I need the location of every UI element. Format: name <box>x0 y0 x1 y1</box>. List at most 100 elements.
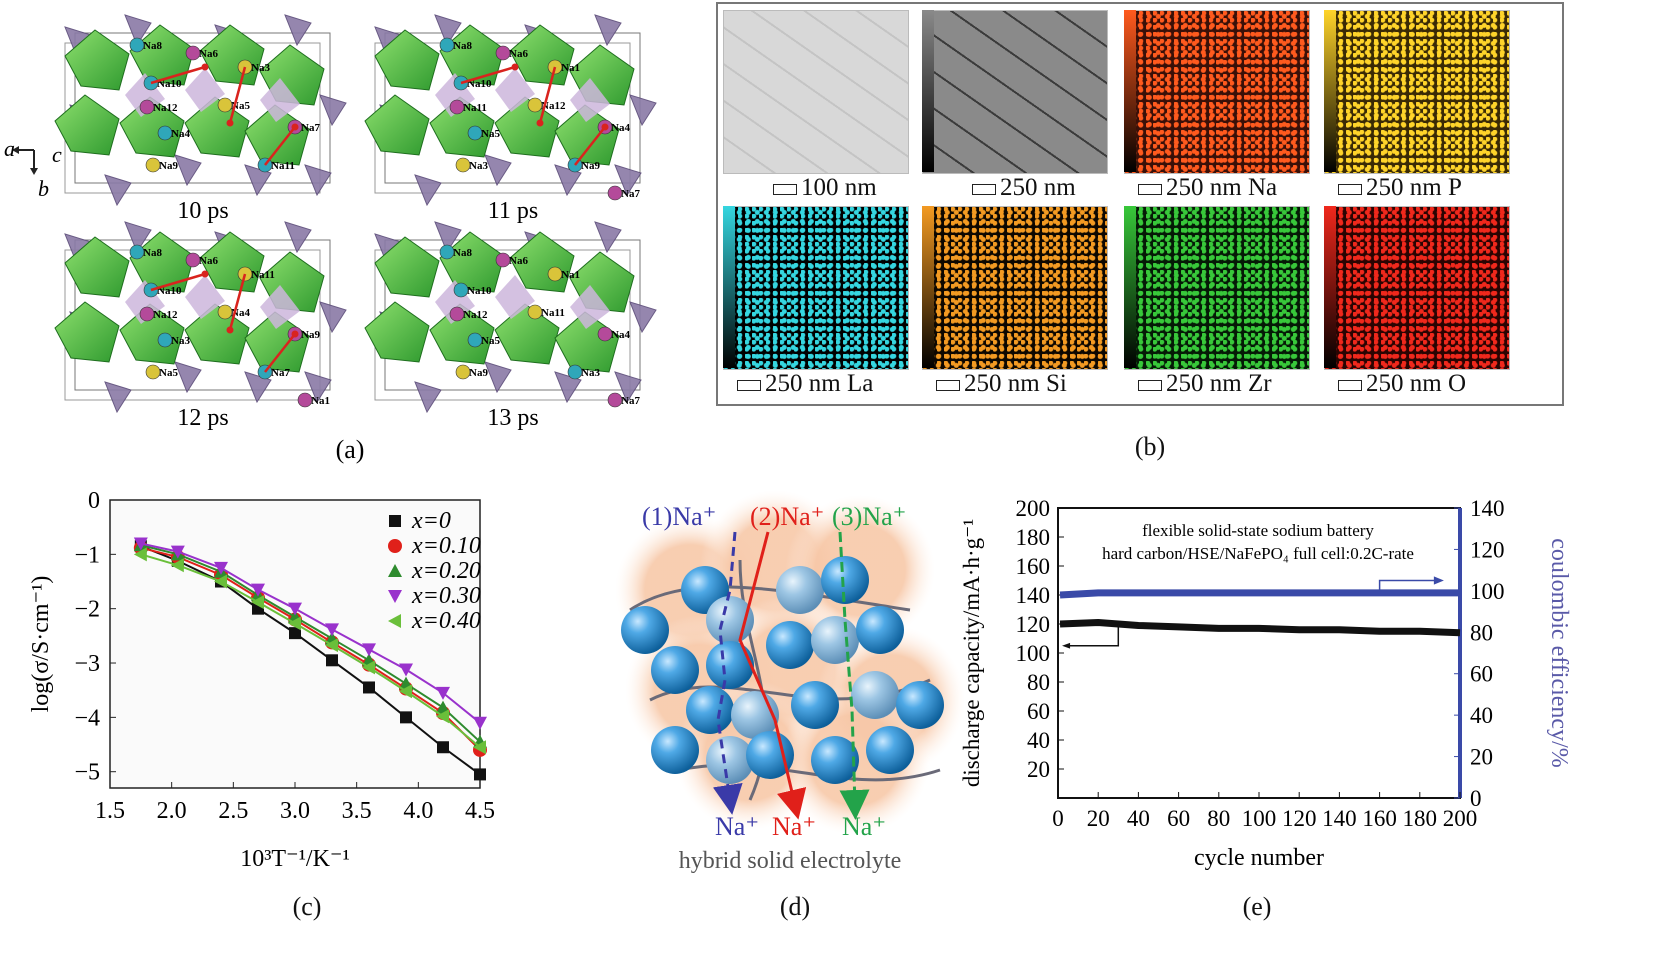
y-tick-label: −3 <box>74 651 100 677</box>
y-tick-label: 140 <box>1016 583 1051 608</box>
migration-arrow <box>150 272 206 292</box>
data-point <box>325 623 339 637</box>
data-point <box>133 537 148 551</box>
eds-map-tile <box>723 206 909 370</box>
scale-bar <box>1338 183 1362 195</box>
panel-a: a c b Na8 Na6 Na3 Na10 Na12 Na5 Na4 Na7 Na9 Na11 1… <box>0 0 700 470</box>
na-site-label: Na5 <box>481 335 500 347</box>
po4-tetrahedron <box>174 361 202 394</box>
y-tick-label: −4 <box>74 705 100 731</box>
po4-tetrahedron <box>629 301 657 334</box>
left-axis-pointer <box>1066 624 1120 647</box>
eds-map-tile <box>922 206 1108 370</box>
data-point <box>389 515 401 527</box>
data-point <box>388 590 402 603</box>
ceramic-particle <box>686 686 734 734</box>
panel-b-label: (b) <box>1134 432 1166 461</box>
po4-tetrahedron <box>614 371 642 404</box>
panel-e-label: (e) <box>1242 892 1272 921</box>
polyhedron <box>185 68 225 112</box>
na-site-label: Na3 <box>171 335 190 347</box>
po4-tetrahedron <box>319 94 347 127</box>
arrow-head <box>511 63 519 71</box>
x-tick-label: 140 <box>1322 806 1357 831</box>
na-site-label: Na4 <box>171 128 190 140</box>
data-point <box>289 627 301 640</box>
arrow-head <box>536 119 544 127</box>
ceramic-particle <box>651 646 699 694</box>
frame-time-label: 13 ps <box>487 405 538 431</box>
scale-bar <box>1338 379 1362 391</box>
po4-tetrahedron <box>554 371 582 404</box>
x-tick-label: 2.0 <box>157 798 187 824</box>
data-point <box>437 741 449 754</box>
zro6-octahedron <box>54 301 120 363</box>
y-right-tick-label: 80 <box>1470 620 1493 645</box>
arrow-head <box>291 330 299 338</box>
migration-arrow <box>228 273 247 331</box>
migration-arrow <box>574 126 606 166</box>
zro6-octahedron <box>54 94 120 156</box>
migration-arrow <box>264 126 296 166</box>
schematic-caption: hybrid solid electrolyte <box>679 848 902 874</box>
panel-b <box>716 2 1564 406</box>
data-point <box>362 660 375 675</box>
scale-text: 250 nm La <box>765 370 874 397</box>
data-point <box>214 574 227 589</box>
x-axis-label: cycle number <box>1194 845 1324 871</box>
data-point <box>326 654 338 667</box>
polyhedron <box>495 275 535 319</box>
x-tick-label: 100 <box>1242 806 1277 831</box>
na-site <box>139 306 155 322</box>
na-site-label: Na9 <box>301 329 320 341</box>
y-tick-label: 0 <box>88 488 100 514</box>
scale-bar-label: 250 nm La <box>737 370 873 398</box>
na-site <box>467 125 483 141</box>
data-point <box>399 663 413 677</box>
na-site-label: Na8 <box>143 247 162 259</box>
md-frame: Na8 Na6 Na1 Na10 Na12 Na11 Na5 Na4 Na9 Na3 Na7 13 p… <box>364 221 657 431</box>
right-axis-pointer-head <box>1433 576 1444 585</box>
ceramic-particle <box>621 606 669 654</box>
data-point <box>388 614 401 628</box>
y-tick-label: −5 <box>74 760 100 786</box>
frame-time-label: 11 ps <box>488 198 538 224</box>
po4-tetrahedron <box>594 14 622 47</box>
zro6-octahedron <box>64 29 130 91</box>
y-right-tick-label: 20 <box>1470 745 1493 770</box>
ceramic-particle <box>811 616 859 664</box>
panel-d-schematic: (1)Na⁺ (2)Na⁺ (3)Na⁺ Na⁺ Na⁺ Na⁺ hybrid solid … <box>615 490 965 874</box>
x-tick-label: 180 <box>1403 806 1438 831</box>
scale-bar-label: 250 nm P <box>1338 174 1462 202</box>
eds-map-tile <box>1124 10 1310 174</box>
route-2-arrow <box>738 531 807 820</box>
y-right-tick-label: 40 <box>1470 703 1493 728</box>
po4-tetrahedron <box>614 164 642 197</box>
scale-bar-label: 250 nm Na <box>1138 174 1277 202</box>
na-site <box>145 364 161 380</box>
eds-map-tile <box>1124 206 1310 370</box>
migration-arrow <box>228 66 247 124</box>
panel-d-label: (d) <box>779 892 811 921</box>
ceramic-particle <box>856 606 904 654</box>
scale-text: 250 nm O <box>1366 370 1466 397</box>
series-line <box>140 545 481 776</box>
axis-b-label: b <box>38 176 49 201</box>
po4-tetrahedron <box>104 381 132 414</box>
na-site-label: Na11 <box>271 160 295 172</box>
scale-text: 250 nm <box>1000 174 1076 201</box>
data-point <box>133 547 147 562</box>
ceramic-particle <box>776 566 824 614</box>
po4-tetrahedron <box>124 14 152 47</box>
na-site-label: Na12 <box>541 100 566 112</box>
na-site-label: Na11 <box>541 307 565 319</box>
po4-tetrahedron <box>284 14 312 47</box>
x-tick-label: 60 <box>1167 806 1190 831</box>
scale-bar-label: 250 nm O <box>1338 370 1466 398</box>
na-site-label: Na10 <box>467 285 492 297</box>
color-scale-strip <box>1324 206 1336 368</box>
y-axis-label: discharge capacity/mA·h·g⁻¹ <box>959 519 984 787</box>
na-site <box>455 364 471 380</box>
na-site <box>129 37 145 53</box>
arrow-head <box>201 63 209 71</box>
